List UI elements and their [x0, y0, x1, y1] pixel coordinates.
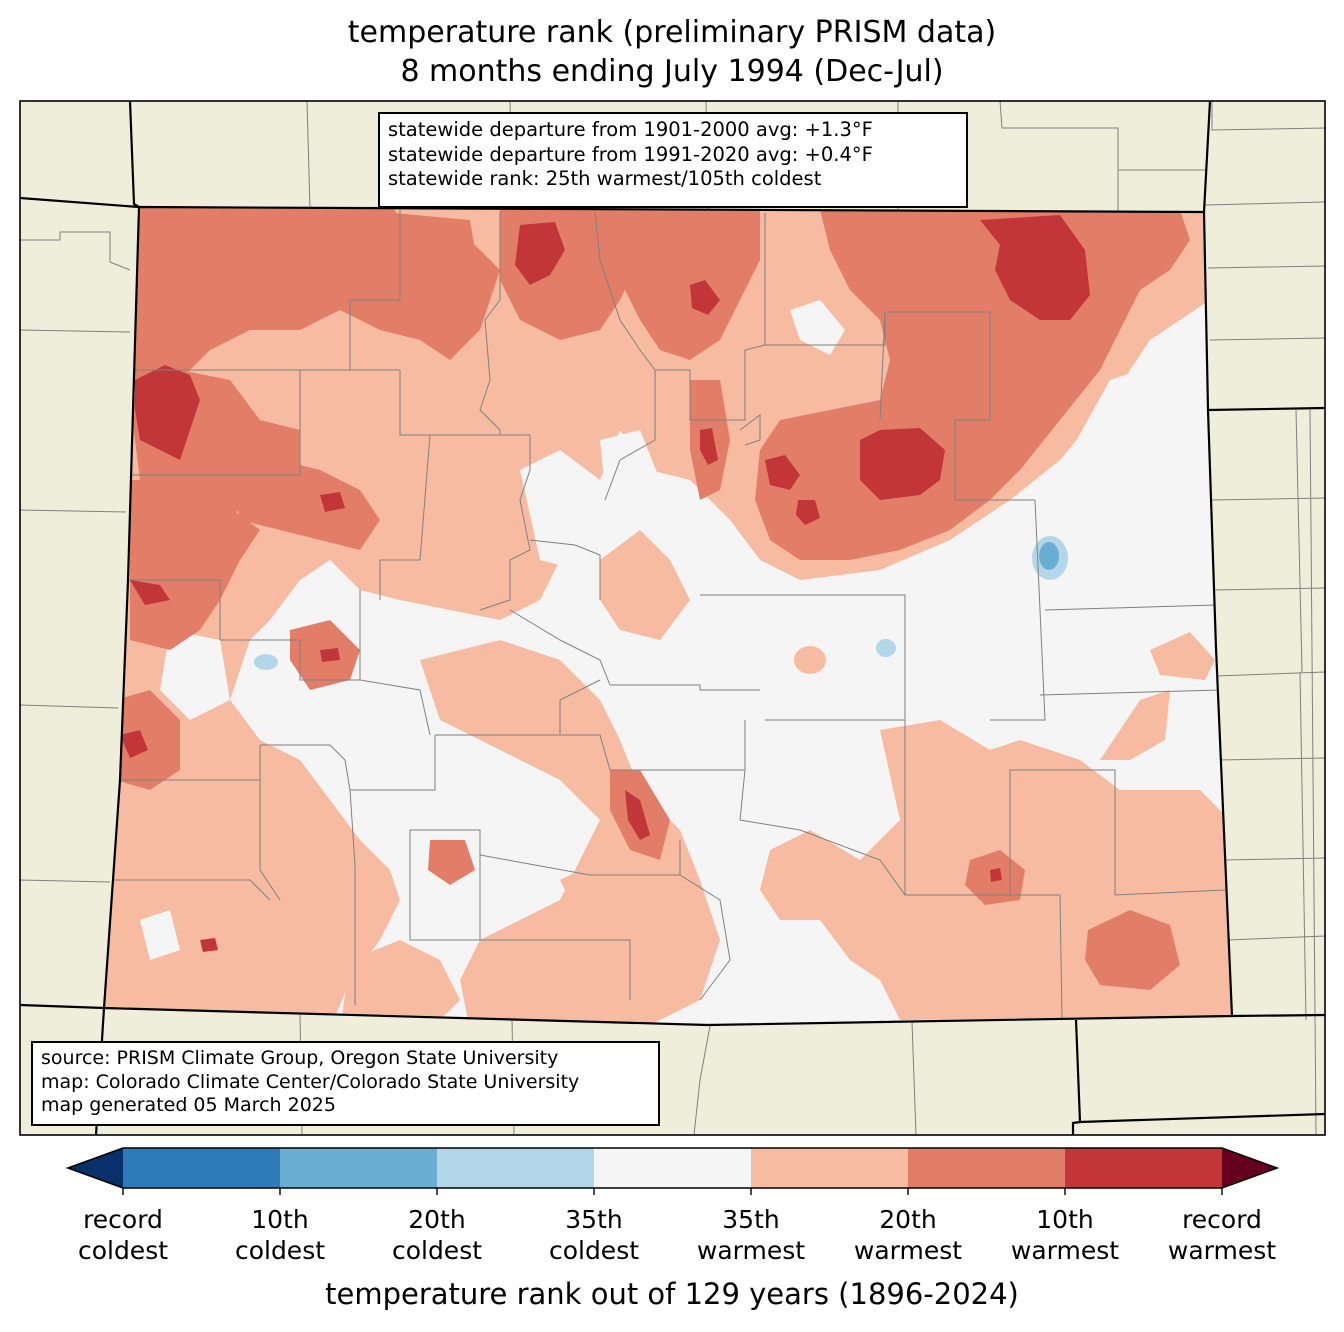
tick-label-rank: 20th [408, 1205, 466, 1234]
tick-label-rank: record [83, 1205, 163, 1234]
tick-label-rank: 10th [1036, 1205, 1094, 1234]
colorbar-segment [280, 1148, 437, 1188]
colorbar-segment [437, 1148, 594, 1188]
colorbar-segment [751, 1148, 908, 1188]
tick-label-rank: record [1182, 1205, 1262, 1234]
colorbar-tick-label: 35th coldest [504, 1204, 684, 1266]
colorado-outline [102, 205, 1234, 1027]
colorbar-tick-label: 20th coldest [347, 1204, 527, 1266]
tick-label-direction: warmest [853, 1236, 963, 1265]
colorbar-tick-label: 10th warmest [975, 1204, 1155, 1266]
map-frame [19, 100, 1326, 1136]
colorbar-extend-cold [68, 1148, 123, 1188]
tick-label-rank: 35th [722, 1205, 780, 1234]
colorbar-segment [908, 1148, 1065, 1188]
colorado-rank-fill [104, 207, 1232, 1025]
colorbar-tick-label: 20th warmest [818, 1204, 998, 1266]
stats-statewide-rank: statewide rank: 25th warmest/105th colde… [388, 167, 822, 190]
colorbar-segment [1065, 1148, 1222, 1188]
tick-label-rank: 20th [879, 1205, 937, 1234]
colorbar [65, 1147, 1280, 1195]
colorbar-segment [123, 1148, 280, 1188]
colorbar-segment [594, 1148, 751, 1188]
stats-departure-1901-2000: statewide departure from 1901-2000 avg: … [388, 118, 873, 141]
map-title-line-1: temperature rank (preliminary PRISM data… [347, 15, 997, 50]
source-box: source: PRISM Climate Group, Oregon Stat… [31, 1041, 660, 1126]
source-credit: source: PRISM Climate Group, Oregon Stat… [41, 1047, 559, 1069]
tick-label-direction: warmest [696, 1236, 806, 1265]
stats-departure-1991-2020: statewide departure from 1991-2020 avg: … [388, 142, 873, 166]
colorbar-tick-label: record warmest [1132, 1204, 1312, 1266]
tick-label-direction: coldest [548, 1236, 640, 1265]
colorbar-extend-warm [1222, 1148, 1277, 1188]
map-title-line-2: 8 months ending July 1994 (Dec-Jul) [400, 54, 944, 89]
colorbar-tick-label: record coldest [33, 1204, 213, 1266]
tick-label-direction: warmest [1167, 1236, 1277, 1265]
statewide-stats-box: statewide departure from 1901-2000 avg: … [378, 112, 968, 208]
tick-label-rank: 35th [565, 1205, 623, 1234]
tick-label-direction: coldest [77, 1236, 169, 1265]
colorbar-axis-label: temperature rank out of 129 years (1896-… [325, 1277, 1019, 1311]
tick-label-direction: coldest [234, 1236, 326, 1265]
tick-label-rank: 10th [251, 1205, 309, 1234]
colorbar-tick-label: 10th coldest [190, 1204, 370, 1266]
generation-date: map generated 05 March 2025 [41, 1094, 336, 1116]
map-credit: map: Colorado Climate Center/Colorado St… [41, 1070, 580, 1093]
colorbar-tick-label: 35th warmest [661, 1204, 841, 1266]
tick-label-direction: coldest [391, 1236, 483, 1265]
tick-label-direction: warmest [1010, 1236, 1120, 1265]
